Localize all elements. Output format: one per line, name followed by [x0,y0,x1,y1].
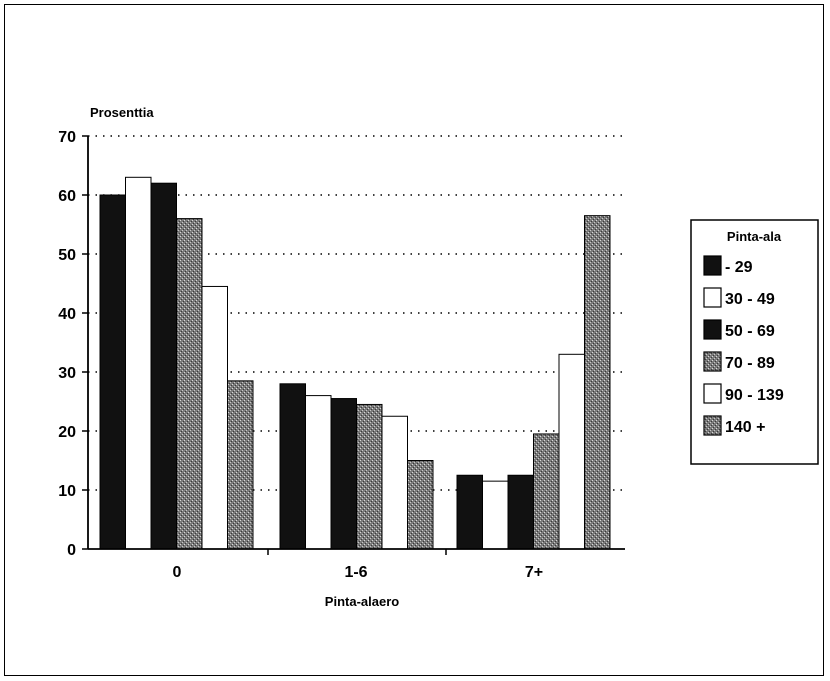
legend-items: - 29 30 - 49 50 - 69 70 - 89 90 - 139 140 + [703,255,784,436]
bar [201,285,228,550]
bar [176,218,203,550]
bar [482,480,509,550]
x-tick-label: 1-6 [344,564,367,581]
bars [99,176,611,550]
legend-label: 70 - 89 [725,355,775,372]
legend: Pinta-ala - 29 30 - 49 50 - 69 70 - 89 90 - … [690,219,819,465]
y-tick-label: 0 [67,542,76,559]
x-axis-title: Pinta-alaero [325,594,399,609]
y-tick-label: 20 [58,424,76,441]
y-tick-label: 30 [58,365,76,382]
x-tick-label: 7+ [525,564,543,581]
y-tick-label: 70 [58,129,76,146]
bar [356,403,383,550]
y-tick-label: 60 [58,188,76,205]
bar [227,380,254,550]
legend-label: 50 - 69 [725,323,775,340]
y-tick-label: 50 [58,247,76,264]
legend-label: 30 - 49 [725,291,775,308]
bar [381,415,408,550]
bar [584,215,611,550]
bar [507,474,534,550]
bar [279,383,306,550]
y-tick-label: 40 [58,306,76,323]
legend-swatch [703,319,722,340]
y-axis-title: Prosenttia [90,105,154,120]
bar [125,176,152,550]
bar [99,194,126,550]
bar [456,474,483,550]
bar [150,182,177,550]
bar [558,353,585,550]
legend-swatch [703,287,722,308]
x-tick-label: 0 [173,564,182,581]
legend-label: - 29 [725,259,753,276]
bar [533,433,560,550]
legend-swatch [703,351,722,372]
legend-title: Pinta-ala [727,229,782,244]
axes: 0 10 20 30 40 50 60 70 0 1-6 7+ [58,129,625,581]
legend-swatch [703,415,722,436]
legend-label: 90 - 139 [725,387,784,404]
y-tick-label: 10 [58,483,76,500]
bar [330,398,357,550]
legend-swatch [703,383,722,404]
bar [407,460,434,550]
legend-swatch [703,255,722,276]
bar [305,395,332,550]
legend-label: 140 + [725,419,765,436]
